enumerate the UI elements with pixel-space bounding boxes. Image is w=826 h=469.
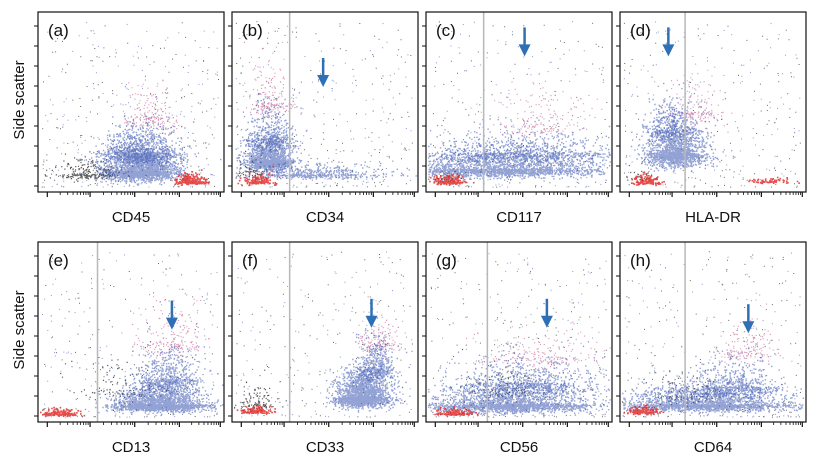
point-cloud — [623, 404, 665, 416]
arrow-indicator — [165, 300, 178, 330]
point-cloud — [428, 114, 611, 166]
scatter-points — [623, 21, 801, 188]
scatter-points — [427, 253, 611, 418]
panel-f: (f) CD33 — [228, 241, 419, 456]
point-cloud — [124, 301, 212, 398]
point-cloud — [234, 369, 287, 413]
plot-frame — [425, 11, 613, 193]
panel-label: (e) — [48, 251, 69, 270]
point-cloud — [439, 341, 610, 399]
plot-frame — [231, 11, 419, 193]
point-cloud — [236, 405, 277, 415]
arrow-indicator — [742, 304, 755, 334]
panel-b: (b) CD34 — [228, 11, 419, 226]
panel-label: (g) — [436, 251, 457, 270]
point-cloud — [428, 136, 611, 183]
plot-frame — [619, 11, 807, 193]
point-cloud — [235, 99, 303, 175]
y-axis-label-bottom: Side scatter — [11, 290, 28, 369]
arrow-indicator — [662, 27, 675, 57]
panel-g: (g) CD56 — [422, 241, 613, 456]
x-axis-label: CD117 — [496, 209, 542, 226]
panel-label: (f) — [242, 251, 258, 270]
plot-frame — [37, 241, 225, 423]
x-axis-label: CD64 — [694, 439, 732, 456]
panel-a: (a) CD45 — [34, 11, 225, 226]
scatter-points — [40, 252, 224, 418]
y-axis-label: Side scatter — [11, 60, 28, 139]
point-cloud — [325, 342, 407, 413]
scatter-points — [41, 22, 222, 188]
point-cloud — [236, 157, 417, 180]
point-cloud — [630, 171, 665, 187]
plot-frame — [37, 11, 225, 193]
point-cloud — [434, 405, 479, 418]
scatter-points — [621, 251, 804, 418]
x-axis-label: HLA-DR — [685, 209, 741, 226]
panel-h: (h) CD64 — [616, 241, 807, 456]
point-cloud — [748, 176, 800, 185]
point-cloud — [84, 374, 224, 418]
plot-frame — [231, 241, 419, 423]
arrow-indicator — [365, 298, 378, 328]
panels-group: (a) CD45 (b) CD34 (c) CD117 (d) HLA-DR (e) CD13 (f… — [34, 11, 807, 456]
panel-label: (d) — [630, 21, 651, 40]
point-cloud — [78, 115, 197, 172]
point-cloud — [480, 71, 603, 140]
point-cloud — [702, 303, 784, 371]
scatter-points — [234, 251, 413, 418]
point-cloud — [40, 406, 86, 418]
panel-label: (a) — [48, 21, 69, 40]
panel-label: (b) — [242, 21, 263, 40]
point-cloud — [622, 374, 804, 417]
x-axis-label: CD34 — [306, 209, 344, 226]
sparse-events — [430, 256, 608, 418]
point-cloud — [237, 165, 281, 187]
panel-e: (e) CD13 — [34, 241, 225, 456]
scatter-points — [428, 21, 611, 188]
point-cloud — [667, 345, 804, 407]
panel-d: (d) HLA-DR — [616, 11, 807, 226]
point-cloud — [429, 173, 475, 186]
point-cloud — [116, 55, 192, 136]
point-cloud — [635, 82, 697, 150]
panel-c: (c) CD117 — [422, 11, 613, 226]
point-cloud — [237, 41, 303, 120]
x-axis-label: CD56 — [500, 439, 538, 456]
scatter-points — [235, 21, 417, 188]
y-axis-label-top: Side scatter — [11, 60, 28, 139]
y-axis-label: Side scatter — [11, 290, 28, 369]
sparse-events — [623, 22, 801, 188]
arrow-indicator — [317, 58, 330, 87]
arrow-indicator — [540, 298, 553, 328]
arrow-indicator — [518, 27, 531, 57]
plot-frame — [619, 241, 807, 423]
panel-label: (c) — [436, 21, 456, 40]
point-cloud — [44, 151, 147, 183]
x-axis-label: CD45 — [112, 209, 150, 226]
plot-frame — [425, 241, 613, 423]
point-cloud — [346, 328, 410, 388]
panel-label: (h) — [630, 251, 651, 270]
point-cloud — [625, 87, 735, 173]
x-axis-label: CD33 — [306, 439, 344, 456]
x-axis-label: CD13 — [112, 439, 150, 456]
point-cloud — [174, 169, 210, 186]
point-cloud — [236, 92, 308, 161]
